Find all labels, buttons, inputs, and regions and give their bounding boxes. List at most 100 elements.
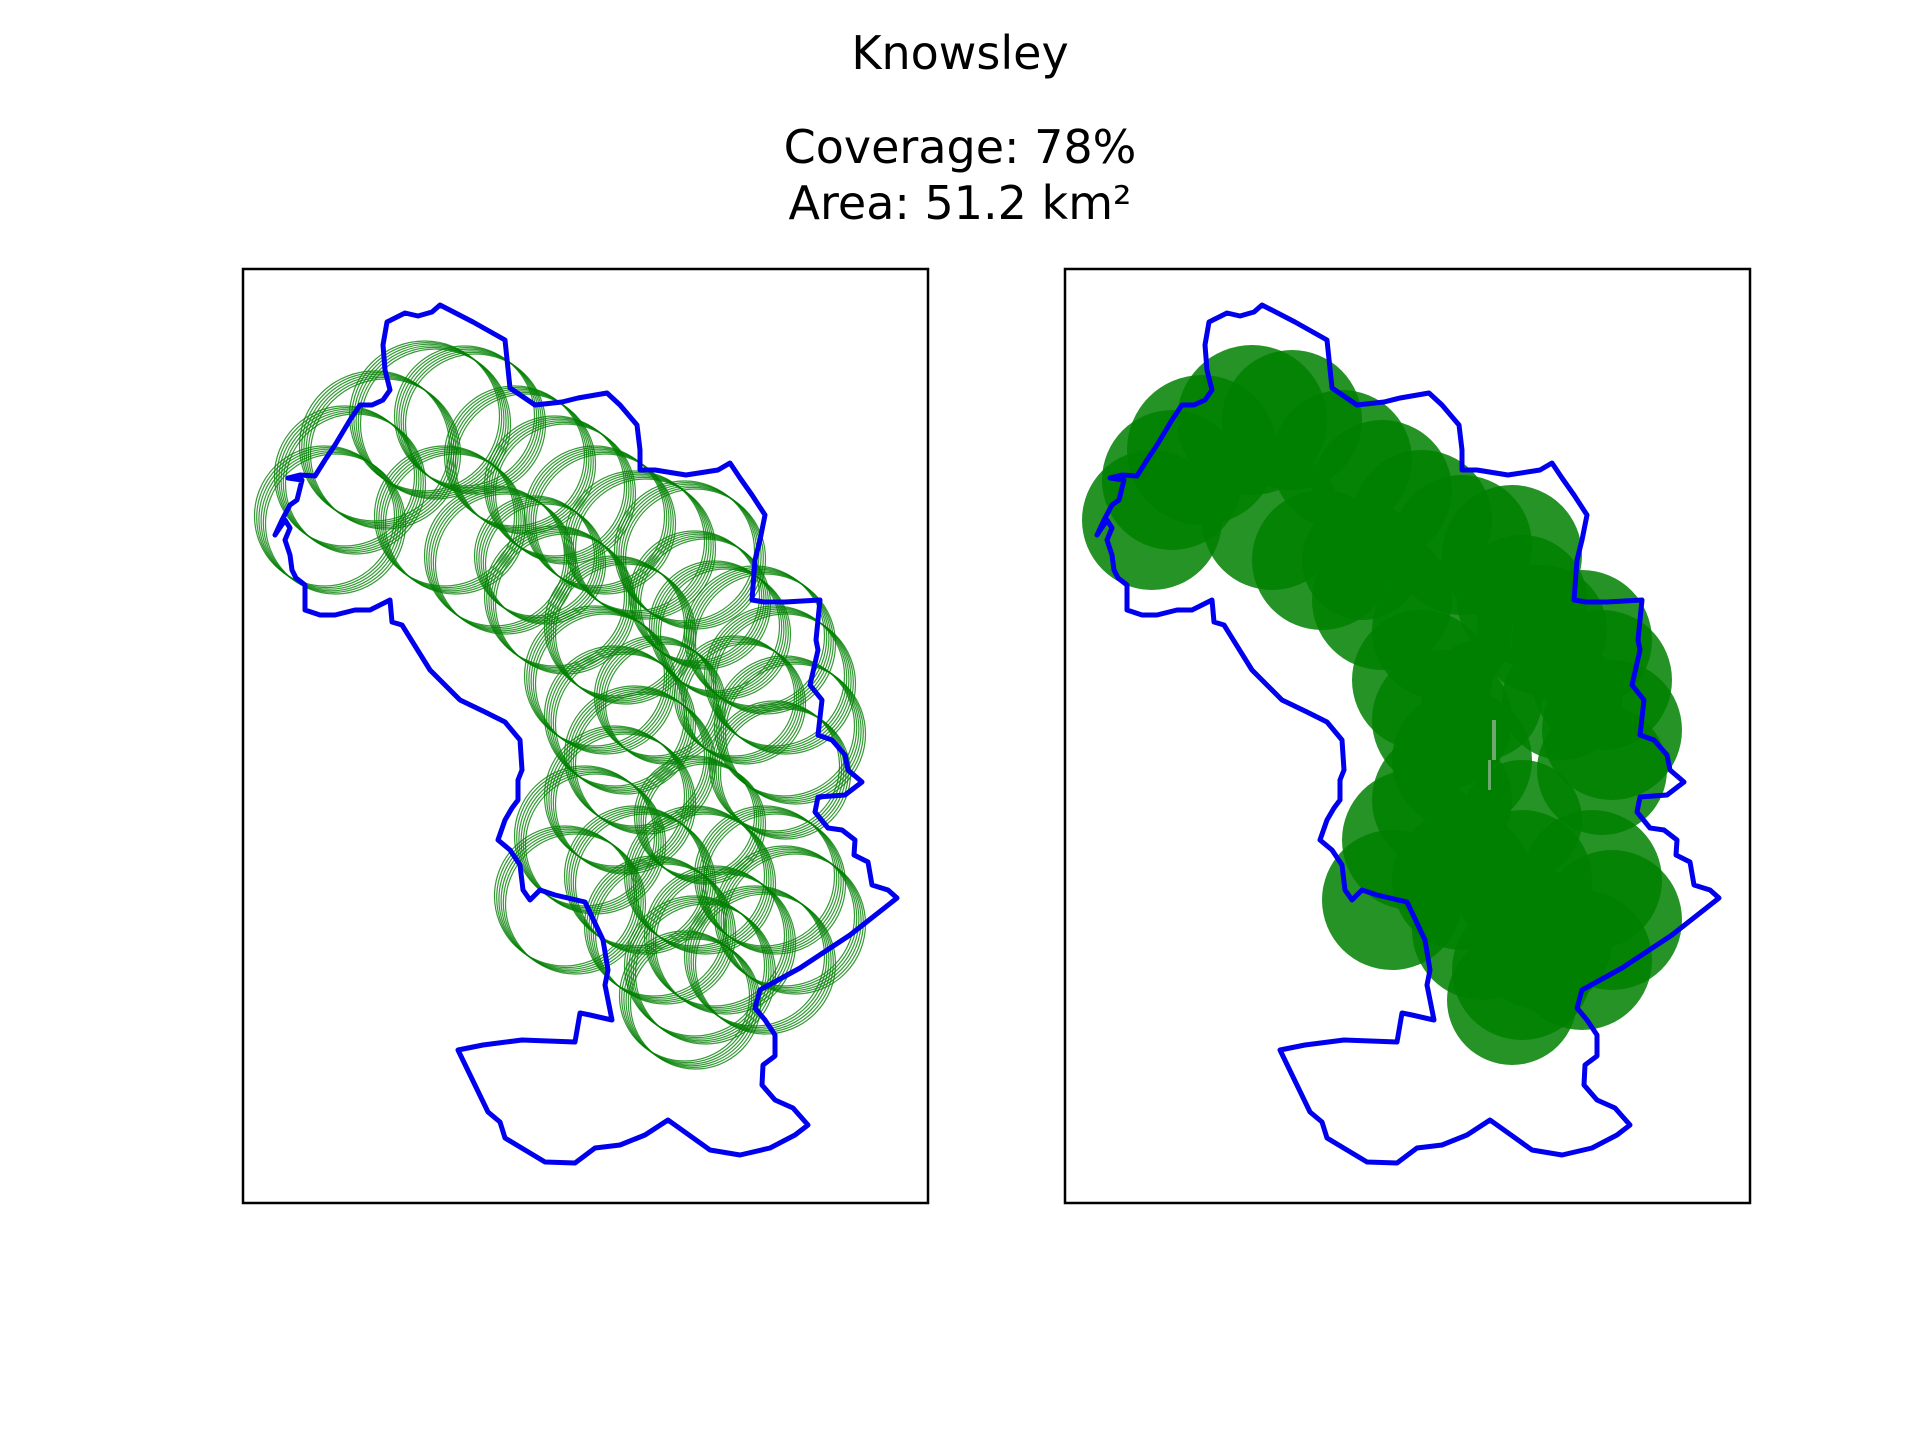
coverage-circles-outline [253,340,867,1070]
coverage-ring [602,641,724,764]
coverage-ring [710,610,852,752]
coverage-ring [633,755,756,877]
coverage-ring [694,573,837,715]
coverage-ring [396,347,538,489]
coverage-ring [550,650,692,792]
coverage-ring [648,868,790,1010]
coverage-ring [504,833,647,975]
coverage-ring [594,863,737,1005]
coverage-ring [688,888,830,1030]
coverage-ring [684,643,807,765]
coverage-ring [629,938,762,1070]
coverage-ring [423,485,566,627]
coverage-ring [482,501,604,624]
coverage-ring [638,758,760,880]
coverage-ring [680,640,802,762]
coverage-ring [278,408,420,550]
coverage-ring [443,385,586,527]
coverage-ring [355,345,507,497]
coverage-ring [716,846,858,989]
coverage-ring [682,641,804,764]
coverage-ring [450,390,592,532]
coverage-ring [588,858,730,1000]
coverage-ring [718,848,860,990]
coverage-ring [654,873,797,1015]
coverage-ring [473,495,596,617]
coverage-ring [483,525,626,667]
coverage-ring [526,446,668,589]
coverage-ring [480,500,602,622]
coverage-ring [486,417,628,559]
coverage-disc [1462,760,1582,880]
coverage-ring [690,890,832,1032]
coverage-ring [348,340,501,492]
coverage-ring [532,611,674,754]
coverage-ring [598,638,720,760]
coverage-ring [528,608,670,750]
coverage-gap [1488,760,1491,790]
boundary-outline-right [1094,302,1722,1166]
coverage-ring [488,418,630,560]
coverage-ring [716,656,858,799]
coverage-ring [722,661,864,804]
coverage-ring [652,871,794,1014]
coverage-ring [673,635,796,757]
coverage-ring [604,643,727,765]
coverage-ring [554,653,697,795]
coverage-ring [708,608,850,750]
coverage-ring [452,391,594,533]
coverage-ring [276,407,418,549]
coverage-ring [502,831,644,974]
coverage-ring [703,605,846,747]
coverage-ring [692,891,834,1034]
coverage-ring [434,493,577,635]
boundary-outline-left [272,302,900,1166]
coverage-ring [353,343,505,495]
coverage-ring [713,655,856,797]
coverage-ring [676,636,798,759]
panel-frame-left [241,267,930,1205]
coverage-ring [432,491,574,634]
coverage-ring [382,451,524,594]
coverage-ring [402,351,544,493]
coverage-ring [492,421,634,563]
coverage-ring [628,898,770,1040]
coverage-ring [523,605,666,747]
coverage-ring [720,850,862,992]
coverage-ring [280,410,422,552]
coverage-ring [724,663,867,805]
coverage-ring [634,903,777,1045]
coverage-ring [357,346,509,498]
coverage-disc [1302,500,1422,620]
coverage-ring [618,930,751,1062]
coverage-ring [483,415,626,557]
coverage-disc [1502,640,1622,760]
coverage-ring [623,933,755,1065]
coverage-ring [376,446,518,589]
coverage-ring [706,606,848,749]
coverage-ring [621,931,753,1064]
coverage-ring [628,808,770,950]
coverage-ring [593,635,716,757]
coverage-ring [650,870,792,1012]
coverage-ring [626,896,768,1039]
coverage-ring [596,636,718,759]
coverage-ring [534,453,677,595]
coverage-ring [484,503,607,625]
coverage-ring [640,760,762,882]
coverage-ring [634,813,777,955]
area-label: Area: 51.2 km² [788,176,1132,230]
coverage-ring [643,865,786,1007]
coverage-ring [398,348,540,490]
coverage-ring [526,606,668,749]
coverage-ring [528,448,670,590]
coverage-ring [554,563,697,705]
coverage-ring [532,451,674,594]
panel-frame-right [1063,267,1752,1205]
coverage-ring [552,561,694,704]
coverage-gap [1492,720,1496,760]
coverage-ring [632,811,774,954]
coverage-ring [626,806,768,949]
coverage-ring [273,405,416,547]
